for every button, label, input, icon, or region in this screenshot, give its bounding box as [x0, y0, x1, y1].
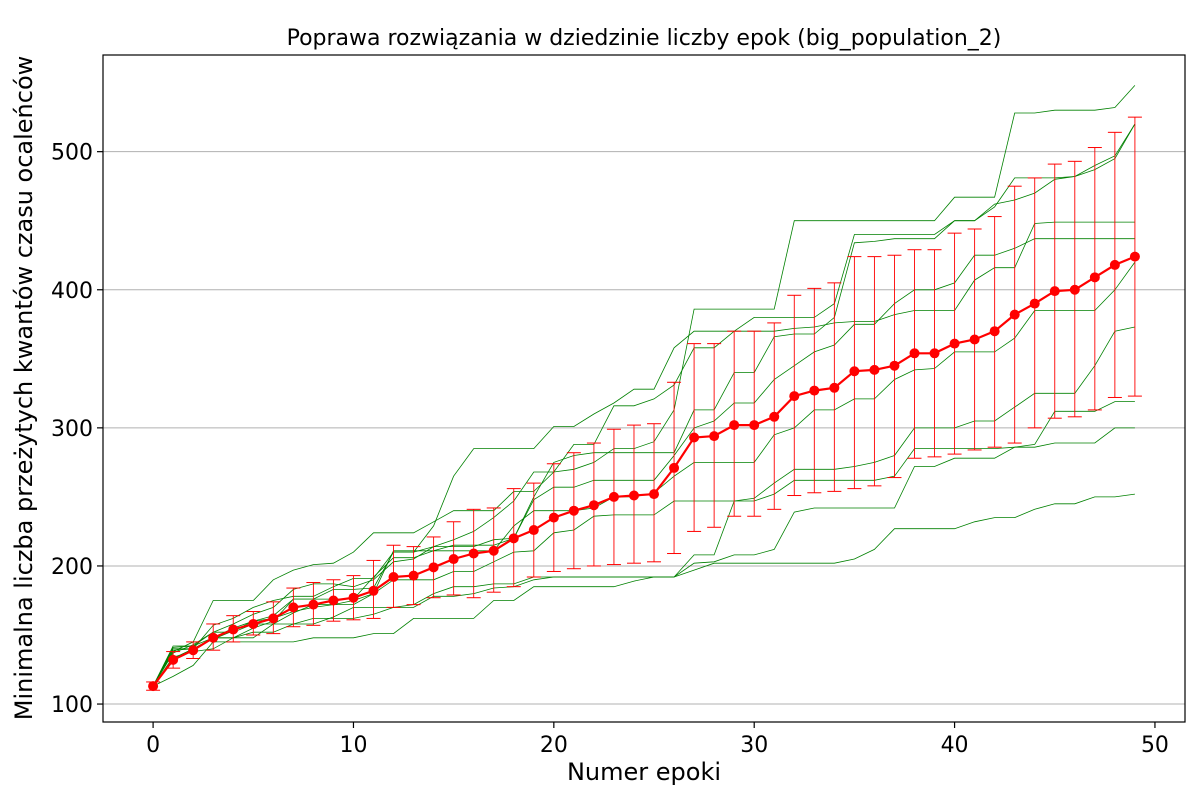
- mean-point: [528, 525, 539, 536]
- run-line: [152, 401, 1135, 687]
- mean-point: [548, 512, 559, 523]
- mean-point: [669, 462, 680, 473]
- mean-point: [628, 490, 639, 501]
- mean-point: [408, 570, 419, 581]
- mean-point: [909, 348, 920, 359]
- x-tick-label: 0: [146, 733, 160, 758]
- mean-point: [1049, 286, 1060, 297]
- x-tick-label: 40: [941, 733, 969, 758]
- mean-series-layer: [148, 251, 1140, 692]
- y-tick-label: 500: [51, 141, 93, 166]
- mean-point: [749, 420, 760, 431]
- mean-point: [508, 533, 519, 544]
- mean-point: [1009, 309, 1020, 320]
- mean-point: [1129, 251, 1140, 262]
- mean-point: [989, 326, 1000, 337]
- mean-point: [1089, 272, 1100, 283]
- x-tick-label: 10: [339, 733, 367, 758]
- mean-point: [789, 391, 800, 402]
- run-line: [152, 123, 1136, 687]
- mean-point: [849, 366, 860, 377]
- mean-point: [1069, 284, 1080, 295]
- x-tick-label: 50: [1141, 733, 1169, 758]
- run-line: [152, 221, 1135, 687]
- mean-point: [729, 420, 740, 431]
- mean-point: [288, 602, 299, 613]
- run-line: [152, 238, 1135, 687]
- plot-frame: [102, 54, 1186, 723]
- y-tick-label: 400: [51, 279, 93, 304]
- mean-point: [308, 599, 319, 610]
- y-axis-label: Minimalna liczba przeżytych kwantów czas…: [10, 56, 38, 721]
- mean-point: [709, 431, 720, 442]
- mean-point: [889, 360, 900, 371]
- mean-point: [268, 613, 279, 624]
- y-tick-label: 300: [51, 417, 93, 442]
- x-tick-label: 20: [540, 733, 568, 758]
- mean-point: [388, 572, 399, 582]
- mean-point: [649, 489, 660, 500]
- x-tick-label: 30: [740, 733, 768, 758]
- run-line: [152, 493, 1135, 687]
- mean-point: [148, 681, 159, 692]
- mean-point: [348, 592, 359, 603]
- mean-point: [608, 491, 619, 502]
- run-line: [152, 326, 1135, 687]
- mean-point: [588, 500, 599, 511]
- mean-point: [829, 382, 840, 393]
- runs-layer: [152, 85, 1136, 687]
- mean-point: [1029, 298, 1040, 309]
- mean-point: [769, 411, 780, 422]
- mean-point: [208, 632, 219, 643]
- mean-point: [428, 562, 439, 573]
- chart-title: Poprawa rozwiązania w dziedzinie liczby …: [287, 26, 1002, 51]
- mean-point: [168, 654, 179, 665]
- mean-point: [248, 618, 259, 629]
- mean-point: [368, 585, 379, 596]
- y-tick-label: 200: [51, 555, 93, 580]
- mean-point: [448, 554, 459, 565]
- mean-point: [1109, 259, 1120, 270]
- mean-point: [949, 338, 960, 349]
- mean-point: [228, 624, 239, 635]
- mean-point: [488, 545, 499, 556]
- mean-point: [869, 364, 880, 375]
- run-line: [152, 123, 1136, 687]
- mean-point: [929, 348, 940, 359]
- y-tick-label: 100: [51, 693, 93, 718]
- ticks-layer: 100 200 300 400 500 0 10 20 30 40 50: [51, 141, 1169, 758]
- mean-point: [969, 334, 980, 345]
- mean-point: [468, 548, 479, 559]
- run-line: [152, 261, 1136, 687]
- mean-point: [568, 505, 579, 516]
- mean-point: [809, 385, 820, 396]
- mean-point: [689, 432, 700, 443]
- mean-point: [328, 595, 339, 606]
- x-axis-label: Numer epoki: [567, 758, 721, 786]
- mean-point: [188, 645, 199, 656]
- run-line: [152, 85, 1136, 687]
- grid-layer: [103, 151, 1185, 705]
- run-line: [152, 427, 1135, 687]
